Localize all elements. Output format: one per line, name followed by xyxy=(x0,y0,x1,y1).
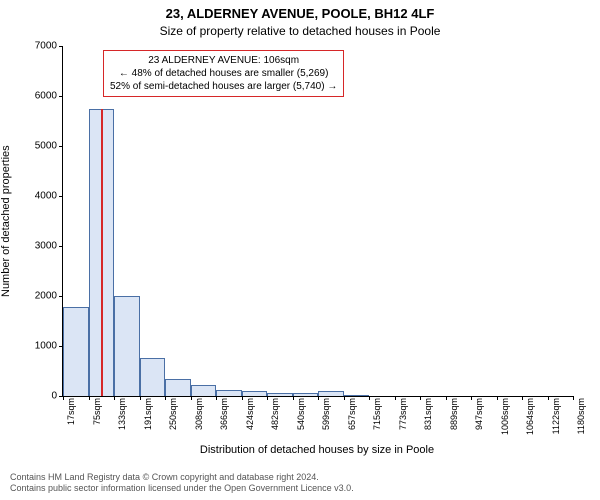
y-tick-mark xyxy=(59,196,63,197)
x-tick-mark xyxy=(573,396,574,400)
x-tick-label: 482sqm xyxy=(270,398,280,430)
x-tick-label: 133sqm xyxy=(117,398,127,430)
x-tick-label: 1180sqm xyxy=(576,398,586,434)
chart-title-main: 23, ALDERNEY AVENUE, POOLE, BH12 4LF xyxy=(0,6,600,21)
histogram-bar xyxy=(318,391,344,396)
y-tick-mark xyxy=(59,296,63,297)
x-tick-mark xyxy=(63,396,64,400)
x-tick-label: 715sqm xyxy=(372,398,382,430)
y-tick-label: 5000 xyxy=(17,141,63,152)
y-tick-label: 6000 xyxy=(17,91,63,102)
x-tick-mark xyxy=(497,396,498,400)
histogram-bar xyxy=(344,395,370,397)
y-tick-mark xyxy=(59,46,63,47)
y-tick-mark xyxy=(59,146,63,147)
x-tick-mark xyxy=(140,396,141,400)
x-tick-mark xyxy=(369,396,370,400)
histogram-bar xyxy=(242,391,268,396)
histogram-bar xyxy=(293,393,319,396)
y-axis-label: Number of detached properties xyxy=(0,46,14,396)
plot-area: 0100020003000400050006000700017sqm75sqm1… xyxy=(62,46,573,397)
histogram-bar xyxy=(267,393,293,397)
histogram-bar xyxy=(114,296,140,396)
x-tick-label: 424sqm xyxy=(245,398,255,430)
y-tick-label: 4000 xyxy=(17,191,63,202)
x-tick-label: 599sqm xyxy=(321,398,331,430)
y-tick-label: 2000 xyxy=(17,291,63,302)
property-marker-line xyxy=(101,109,103,396)
x-tick-label: 1122sqm xyxy=(551,398,561,434)
x-tick-mark xyxy=(548,396,549,400)
histogram-bar xyxy=(165,379,191,397)
x-tick-label: 308sqm xyxy=(194,398,204,430)
x-tick-mark xyxy=(114,396,115,400)
annotation-box: 23 ALDERNEY AVENUE: 106sqm← 48% of detac… xyxy=(103,50,344,97)
histogram-bar xyxy=(63,307,89,396)
x-tick-label: 657sqm xyxy=(347,398,357,430)
x-tick-label: 1064sqm xyxy=(525,398,535,435)
x-tick-mark xyxy=(242,396,243,400)
x-tick-label: 831sqm xyxy=(423,398,433,430)
x-tick-mark xyxy=(318,396,319,400)
x-tick-mark xyxy=(216,396,217,400)
histogram-bar xyxy=(191,385,217,396)
y-tick-label: 0 xyxy=(17,391,63,402)
y-tick-mark xyxy=(59,96,63,97)
y-tick-mark xyxy=(59,246,63,247)
x-tick-mark xyxy=(446,396,447,400)
x-tick-mark xyxy=(191,396,192,400)
x-tick-mark xyxy=(471,396,472,400)
x-axis-label: Distribution of detached houses by size … xyxy=(62,444,572,456)
x-tick-label: 75sqm xyxy=(92,398,102,425)
y-tick-label: 7000 xyxy=(17,41,63,52)
x-tick-label: 947sqm xyxy=(474,398,484,430)
annotation-line: 23 ALDERNEY AVENUE: 106sqm xyxy=(110,54,337,67)
x-tick-label: 250sqm xyxy=(168,398,178,430)
annotation-line: 52% of semi-detached houses are larger (… xyxy=(110,80,337,93)
x-tick-label: 1006sqm xyxy=(500,398,510,435)
footer-attribution: Contains HM Land Registry data © Crown c… xyxy=(10,472,590,495)
x-tick-label: 773sqm xyxy=(398,398,408,430)
x-tick-label: 889sqm xyxy=(449,398,459,430)
chart-container: 23, ALDERNEY AVENUE, POOLE, BH12 4LF Siz… xyxy=(0,0,600,500)
x-tick-mark xyxy=(522,396,523,400)
x-tick-mark xyxy=(267,396,268,400)
footer-line-1: Contains HM Land Registry data © Crown c… xyxy=(10,472,590,483)
x-tick-mark xyxy=(420,396,421,400)
y-tick-label: 1000 xyxy=(17,341,63,352)
annotation-line: ← 48% of detached houses are smaller (5,… xyxy=(110,67,337,80)
histogram-bar xyxy=(140,358,166,397)
footer-line-2: Contains public sector information licen… xyxy=(10,483,590,494)
x-tick-mark xyxy=(165,396,166,400)
x-tick-mark xyxy=(89,396,90,400)
y-tick-label: 3000 xyxy=(17,241,63,252)
x-tick-mark xyxy=(344,396,345,400)
x-tick-label: 366sqm xyxy=(219,398,229,430)
x-tick-label: 191sqm xyxy=(143,398,153,430)
chart-title-sub: Size of property relative to detached ho… xyxy=(0,24,600,38)
histogram-bar xyxy=(216,390,242,397)
x-tick-mark xyxy=(395,396,396,400)
x-tick-label: 540sqm xyxy=(296,398,306,430)
x-tick-label: 17sqm xyxy=(66,398,76,425)
x-tick-mark xyxy=(293,396,294,400)
